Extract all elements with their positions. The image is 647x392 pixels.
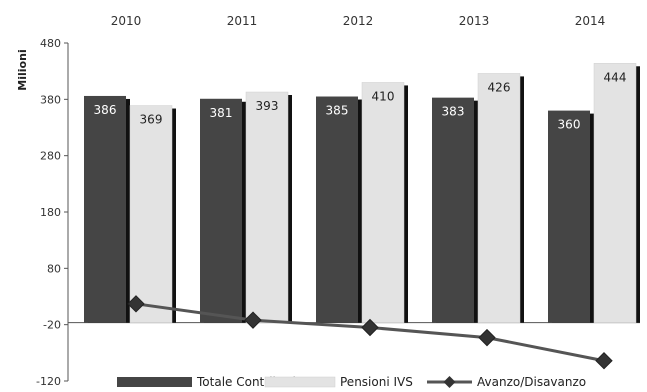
y-tick-label: 80 [47, 262, 61, 275]
category-label: 2011 [227, 14, 258, 28]
category-label: 2014 [575, 14, 606, 28]
line-marker [244, 311, 262, 329]
legend-swatch [264, 376, 336, 388]
y-tick-label: 180 [40, 206, 61, 219]
legend-label: Avanzo/Disavanzo [477, 375, 586, 389]
bar-data-label: 386 [94, 103, 117, 117]
bar [84, 95, 126, 323]
line-marker [127, 295, 145, 313]
y-tick-label: 380 [40, 93, 61, 106]
line-marker [361, 318, 379, 337]
bar [432, 97, 474, 323]
y-axis-label: Milioni [16, 49, 29, 90]
bar [361, 82, 405, 323]
category-label: 2012 [343, 14, 374, 28]
bar-data-label: 383 [442, 105, 465, 119]
line-marker [478, 328, 496, 347]
bar [477, 73, 521, 323]
bar-data-label: 360 [558, 118, 581, 132]
bar [548, 110, 590, 323]
bar-data-label: 369 [140, 113, 163, 127]
bar [129, 105, 173, 323]
bar-data-label: 410 [372, 89, 395, 103]
bar [200, 98, 242, 323]
bar-data-label: 426 [488, 80, 511, 94]
category-label: 2010 [111, 14, 142, 28]
line-marker [595, 352, 613, 370]
bar-data-label: 393 [256, 99, 279, 113]
legend-swatch [117, 377, 192, 387]
bar [245, 91, 289, 323]
bar [316, 96, 358, 323]
category-label: 2013 [459, 14, 490, 28]
y-tick-label: 480 [40, 37, 61, 50]
bar [593, 63, 637, 323]
legend-label: Pensioni IVS [340, 375, 413, 389]
bar-data-label: 444 [604, 70, 627, 84]
y-tick-label: 280 [40, 150, 61, 163]
y-tick-label: -120 [36, 375, 61, 388]
bar-data-label: 385 [326, 104, 349, 118]
y-tick-label: -20 [43, 319, 61, 332]
bar-data-label: 381 [210, 106, 233, 120]
legend-marker [443, 376, 456, 388]
